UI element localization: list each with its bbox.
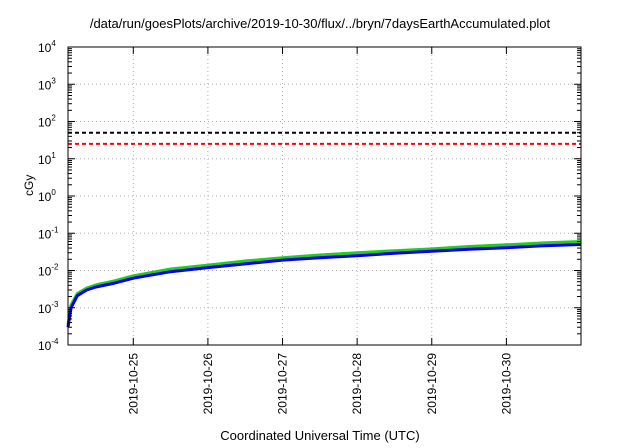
x-tick-label: 2019-10-25 (126, 353, 140, 415)
y-tick-label: 101 (38, 151, 56, 167)
x-tick-label: 2019-10-26 (201, 353, 215, 415)
axis-ticks: 10-4 10-3 10-2 10-1 100 101 102 103 104 2019-10-2… (38, 39, 581, 414)
x-tick-label: 2019-10-30 (499, 353, 513, 415)
chart-title: /data/run/goesPlots/archive/2019-10-30/f… (89, 16, 551, 31)
y-axis-label: cGy (22, 174, 36, 196)
x-tick-label: 2019-10-28 (350, 353, 364, 415)
y-tick-label: 103 (38, 76, 56, 92)
y-tick-label: 100 (38, 188, 56, 204)
x-tick-label: 2019-10-27 (276, 353, 290, 415)
y-tick-label: 10-1 (38, 225, 59, 241)
x-tick-label: 2019-10-29 (425, 353, 439, 415)
reference-lines (68, 131, 581, 145)
grid-layer (68, 47, 581, 345)
series-line (66, 240, 582, 325)
series-layer (66, 240, 582, 328)
y-tick-label: 104 (38, 39, 56, 55)
y-tick-label: 10-3 (38, 300, 59, 316)
x-axis-label: Coordinated Universal Time (UTC) (220, 428, 420, 443)
y-tick-label: 102 (38, 114, 56, 130)
series-line (66, 243, 582, 328)
y-tick-label: 10-4 (38, 337, 59, 353)
y-tick-label: 10-2 (38, 263, 59, 279)
